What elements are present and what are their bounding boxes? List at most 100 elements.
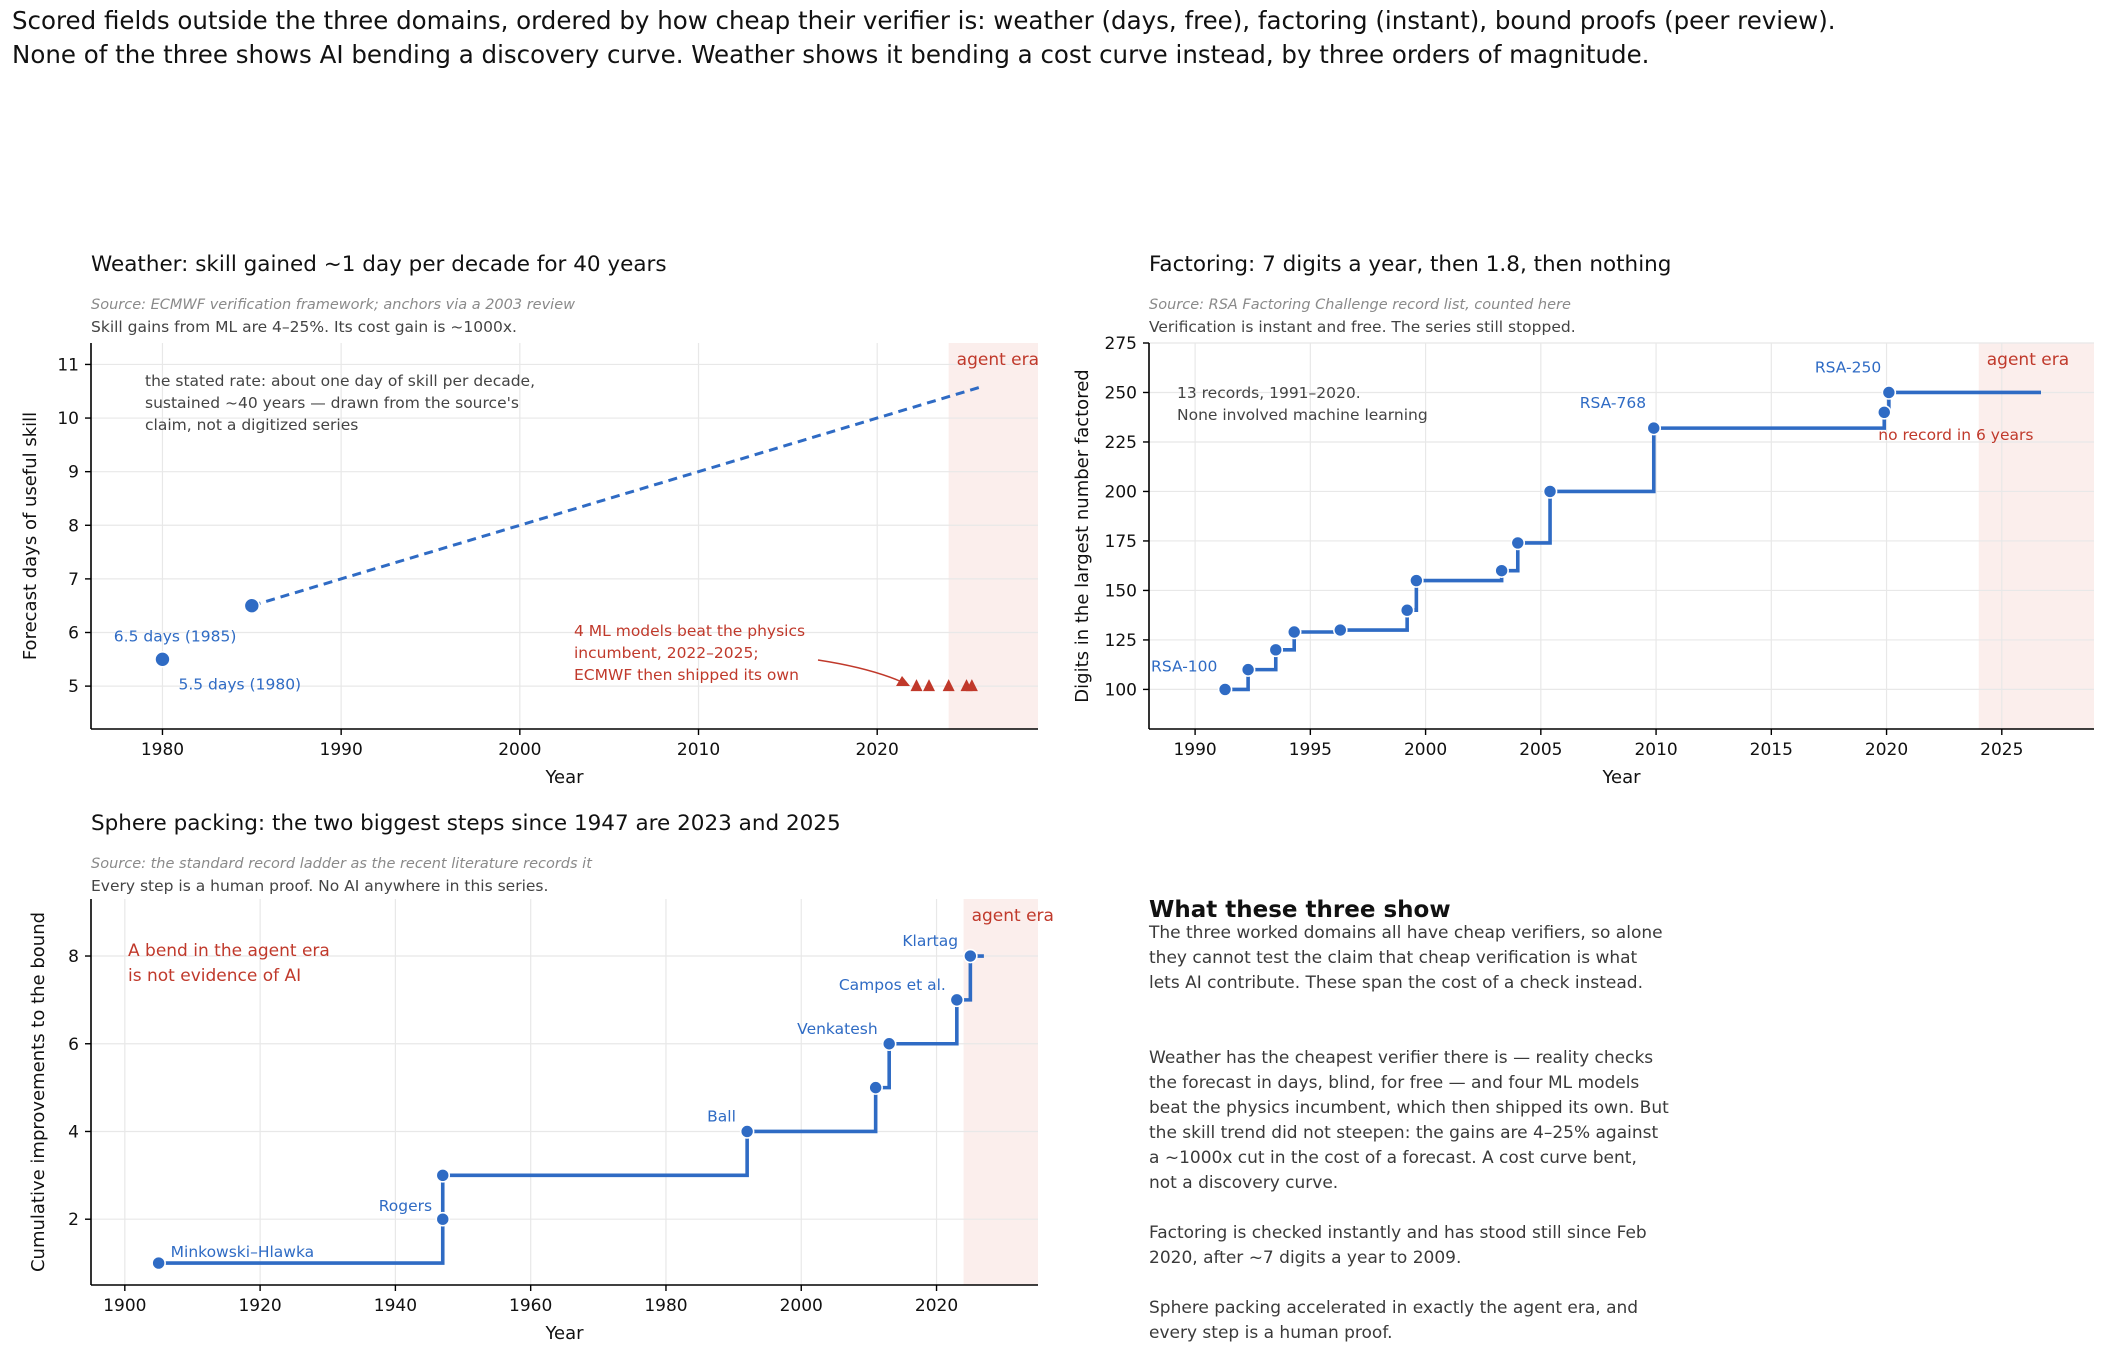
weather-ml-note-arrowhead — [896, 676, 910, 686]
sphere-y-axis-title: Cumulative improvements to the bound — [28, 912, 49, 1272]
factoring-record-point — [1646, 420, 1662, 436]
factoring-y-tick-label: 200 — [1105, 482, 1137, 502]
weather-x-tick-label: 1980 — [141, 740, 184, 760]
factoring-point-label: RSA-100 — [1151, 657, 1217, 675]
factoring-record-point — [1510, 535, 1526, 551]
sphere-record-point — [868, 1080, 883, 1095]
weather-y-tick-label: 9 — [68, 463, 79, 483]
factoring-stall-note: no record in 6 years — [1878, 426, 2033, 444]
factoring-x-tick-label: 2005 — [1519, 740, 1562, 760]
factoring-x-tick-label: 2015 — [1750, 740, 1793, 760]
weather-point-label: 5.5 days (1980) — [178, 675, 301, 693]
weather-y-tick-label: 5 — [68, 677, 79, 697]
sphere-source-note: Source: the standard record ladder as th… — [91, 856, 592, 872]
factoring-y-tick-label: 175 — [1105, 532, 1137, 552]
weather-ml-note-line: incumbent, 2022–2025; — [574, 644, 759, 662]
weather-x-tick-label: 2020 — [856, 740, 899, 760]
weather-panel-title: Weather: skill gained ~1 day per decade … — [91, 252, 667, 277]
sphere-point-label: Ball — [707, 1107, 736, 1125]
factoring-point-label: RSA-768 — [1580, 394, 1646, 412]
factoring-y-tick-label: 225 — [1105, 433, 1137, 453]
takeaway-paragraph-2: Weather has the cheapest verifier there … — [1149, 1048, 1669, 1193]
factoring-y-tick-label: 150 — [1105, 581, 1137, 601]
factoring-record-point — [1876, 404, 1892, 420]
weather-y-tick-label: 10 — [57, 409, 79, 429]
factoring-y-tick-label: 275 — [1105, 334, 1137, 354]
factoring-x-tick-label: 1990 — [1173, 740, 1216, 760]
sphere-x-tick-label: 1960 — [509, 1296, 552, 1316]
factoring-records-note-line: None involved machine learning — [1177, 406, 1428, 424]
sphere-record-point — [739, 1124, 755, 1139]
takeaway-paragraph-4: Sphere packing accelerated in exactly th… — [1149, 1298, 1639, 1343]
sphere-y-tick-label: 2 — [68, 1210, 79, 1230]
sphere-x-tick-label: 1980 — [644, 1296, 687, 1316]
weather-x-tick-label: 2000 — [498, 740, 541, 760]
weather-ml-model-marker — [910, 679, 923, 692]
sphere-agent-era-label: agent era — [972, 906, 1054, 926]
factoring-record-point — [1240, 662, 1256, 677]
factoring-x-tick-label: 2010 — [1634, 740, 1677, 760]
factoring-source-note: Source: RSA Factoring Challenge record l… — [1149, 297, 1571, 313]
weather-x-tick-label: 1990 — [320, 740, 363, 760]
weather-y-tick-label: 8 — [68, 516, 79, 536]
weather-ml-model-marker — [942, 679, 955, 692]
weather-point — [243, 597, 261, 614]
factoring-point-label: RSA-250 — [1815, 358, 1881, 376]
factoring-records-note-line: 13 records, 1991–2020. — [1177, 384, 1361, 402]
sphere-point-label: Minkowski–Hlawka — [171, 1243, 315, 1261]
factoring-record-point — [1399, 602, 1415, 618]
takeaway-title: What these three show — [1149, 897, 1451, 923]
sphere-y-tick-label: 8 — [68, 947, 79, 967]
weather-ml-model-marker — [965, 679, 978, 692]
weather-rate-note-line: sustained ~40 years — drawn from the sou… — [145, 394, 519, 412]
weather-ml-note-line: 4 ML models beat the physics — [574, 622, 805, 640]
factoring-x-axis-title: Year — [1601, 767, 1641, 788]
weather-x-tick-label: 2010 — [677, 740, 720, 760]
factoring-record-point — [1542, 484, 1558, 499]
factoring-agent-era-label: agent era — [1987, 350, 2069, 370]
factoring-record-point — [1494, 563, 1509, 578]
sphere-bend-note-line: A bend in the agent era — [128, 941, 330, 961]
weather-trend-line — [251, 384, 985, 608]
factoring-y-tick-label: 100 — [1105, 680, 1137, 700]
weather-ml-model-marker — [923, 679, 936, 692]
factoring-record-point — [1286, 624, 1302, 640]
sphere-record-point — [881, 1036, 897, 1052]
sphere-subtitle: Every step is a human proof. No AI anywh… — [91, 877, 549, 895]
sphere-y-tick-label: 4 — [68, 1122, 79, 1142]
sphere-bend-note-line: is not evidence of AI — [128, 966, 301, 986]
factoring-x-tick-label: 2000 — [1404, 740, 1447, 760]
weather-point — [154, 651, 171, 668]
takeaway-paragraph-3: Factoring is checked instantly and has s… — [1149, 1223, 1647, 1268]
sphere-x-axis-title: Year — [544, 1323, 584, 1344]
sphere-x-tick-label: 1940 — [374, 1296, 417, 1316]
weather-y-tick-label: 7 — [68, 570, 79, 590]
sphere-y-tick-label: 6 — [68, 1035, 79, 1055]
factoring-x-tick-label: 1995 — [1289, 740, 1332, 760]
sphere-x-tick-label: 1900 — [103, 1296, 146, 1316]
weather-ml-note-line: ECMWF then shipped its own — [574, 666, 799, 684]
weather-rate-note-line: the stated rate: about one day of skill … — [145, 372, 535, 390]
factoring-x-tick-label: 2020 — [1865, 740, 1908, 760]
weather-agent-era-label: agent era — [957, 350, 1039, 370]
weather-y-axis-title: Forecast days of useful skill — [20, 412, 41, 660]
sphere-x-tick-label: 1920 — [238, 1296, 281, 1316]
headline-line-1: Scored fields outside the three domains,… — [12, 6, 1836, 35]
weather-source-note: Source: ECMWF verification framework; an… — [91, 297, 575, 313]
weather-agent-era-band — [948, 343, 1038, 729]
factoring-x-tick-label: 2025 — [1980, 740, 2023, 760]
sphere-x-tick-label: 2020 — [915, 1296, 958, 1316]
factoring-record-point — [1881, 385, 1897, 400]
factoring-subtitle: Verification is instant and free. The se… — [1149, 318, 1576, 336]
sphere-record-point — [435, 1168, 451, 1183]
takeaway-paragraph-1: The three worked domains all have cheap … — [1149, 923, 1663, 993]
factoring-panel-title: Factoring: 7 digits a year, then 1.8, th… — [1149, 252, 1672, 277]
sphere-agent-era-band — [963, 899, 1038, 1285]
sphere-record-point — [151, 1255, 166, 1271]
sphere-point-label: Rogers — [379, 1197, 432, 1215]
sphere-record-point — [435, 1211, 451, 1227]
weather-rate-note-line: claim, not a digitized series — [145, 416, 358, 434]
factoring-record-point — [1217, 682, 1233, 697]
factoring-record-point — [1268, 642, 1284, 658]
